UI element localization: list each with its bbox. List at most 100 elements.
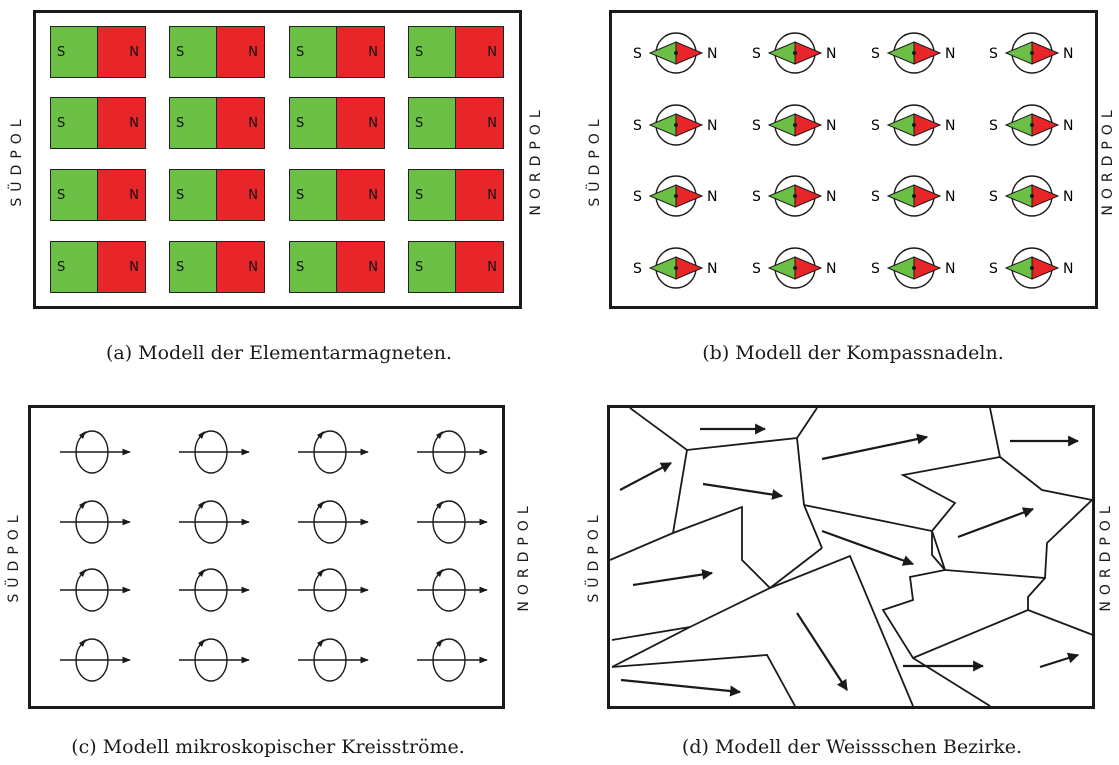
- current-loop: [417, 568, 488, 612]
- south-pole-label-d: SÜDPOL: [586, 509, 602, 603]
- svg-text:S: S: [752, 46, 761, 62]
- magnet-north-half: N: [456, 242, 503, 292]
- svg-text:S: S: [633, 118, 642, 134]
- magnet-south-half: S: [51, 27, 98, 77]
- svg-text:S: S: [989, 46, 998, 62]
- svg-text:N: N: [945, 189, 955, 205]
- svg-text:N: N: [826, 189, 836, 205]
- magnet-south-half: S: [290, 242, 337, 292]
- magnet-north-half: N: [456, 98, 503, 148]
- magnet-north-half: N: [337, 242, 384, 292]
- magnet-south-half: S: [170, 98, 217, 148]
- current-loop: [298, 568, 369, 612]
- magnet-north-half: N: [217, 170, 264, 220]
- svg-text:S: S: [871, 189, 880, 205]
- magnet-south-half: S: [51, 170, 98, 220]
- domain-boundaries: [609, 407, 1094, 707]
- magnet-south-half: S: [409, 242, 456, 292]
- magnet-south-half: S: [409, 27, 456, 77]
- frame-b: [609, 10, 1098, 309]
- svg-text:N: N: [707, 46, 717, 62]
- svg-text:N: N: [945, 118, 955, 134]
- magnet-south-half: S: [409, 98, 456, 148]
- current-loop: [417, 430, 488, 474]
- svg-text:S: S: [871, 261, 880, 277]
- svg-text:S: S: [633, 189, 642, 205]
- magnet-north-half: N: [98, 170, 145, 220]
- magnet-south-half: S: [51, 98, 98, 148]
- magnet-north-half: N: [456, 170, 503, 220]
- current-loop: [60, 500, 131, 544]
- svg-text:S: S: [989, 118, 998, 134]
- current-loop: [179, 568, 250, 612]
- magnet-north-half: N: [98, 242, 145, 292]
- caption-a: (a) Modell der Elementarmagneten.: [105, 342, 453, 364]
- svg-text:N: N: [826, 118, 836, 134]
- svg-text:N: N: [1063, 261, 1073, 277]
- current-loop: [417, 500, 488, 544]
- current-loop: [298, 638, 369, 682]
- magnet-north-half: N: [337, 27, 384, 77]
- magnet-south-half: S: [170, 242, 217, 292]
- magnet-north-half: N: [217, 27, 264, 77]
- svg-text:N: N: [945, 46, 955, 62]
- magnet-north-half: N: [337, 98, 384, 148]
- svg-text:S: S: [752, 189, 761, 205]
- current-loop: [179, 500, 250, 544]
- magnet-south-half: S: [170, 170, 217, 220]
- svg-text:S: S: [633, 46, 642, 62]
- svg-text:S: S: [633, 261, 642, 277]
- svg-text:S: S: [871, 46, 880, 62]
- magnet-north-half: N: [98, 98, 145, 148]
- magnet-north-half: N: [98, 27, 145, 77]
- magnet-south-half: S: [290, 170, 337, 220]
- magnetization-arrows: [619, 423, 1080, 697]
- svg-text:N: N: [707, 261, 717, 277]
- magnet-north-half: N: [337, 170, 384, 220]
- svg-text:N: N: [707, 189, 717, 205]
- current-loop: [60, 638, 131, 682]
- svg-text:N: N: [707, 118, 717, 134]
- svg-text:S: S: [871, 118, 880, 134]
- svg-text:N: N: [826, 46, 836, 62]
- current-loop: [179, 430, 250, 474]
- frame-d: [607, 405, 1095, 709]
- current-loop: [179, 638, 250, 682]
- north-pole-label-d: NORDPOL: [1098, 500, 1114, 612]
- svg-text:S: S: [752, 261, 761, 277]
- caption-b: (b) Modell der Kompassnadeln.: [702, 342, 1004, 364]
- svg-text:S: S: [752, 118, 761, 134]
- svg-text:N: N: [826, 261, 836, 277]
- magnet-south-half: S: [170, 27, 217, 77]
- magnet-north-half: N: [456, 27, 503, 77]
- magnet-south-half: S: [290, 27, 337, 77]
- svg-text:N: N: [945, 261, 955, 277]
